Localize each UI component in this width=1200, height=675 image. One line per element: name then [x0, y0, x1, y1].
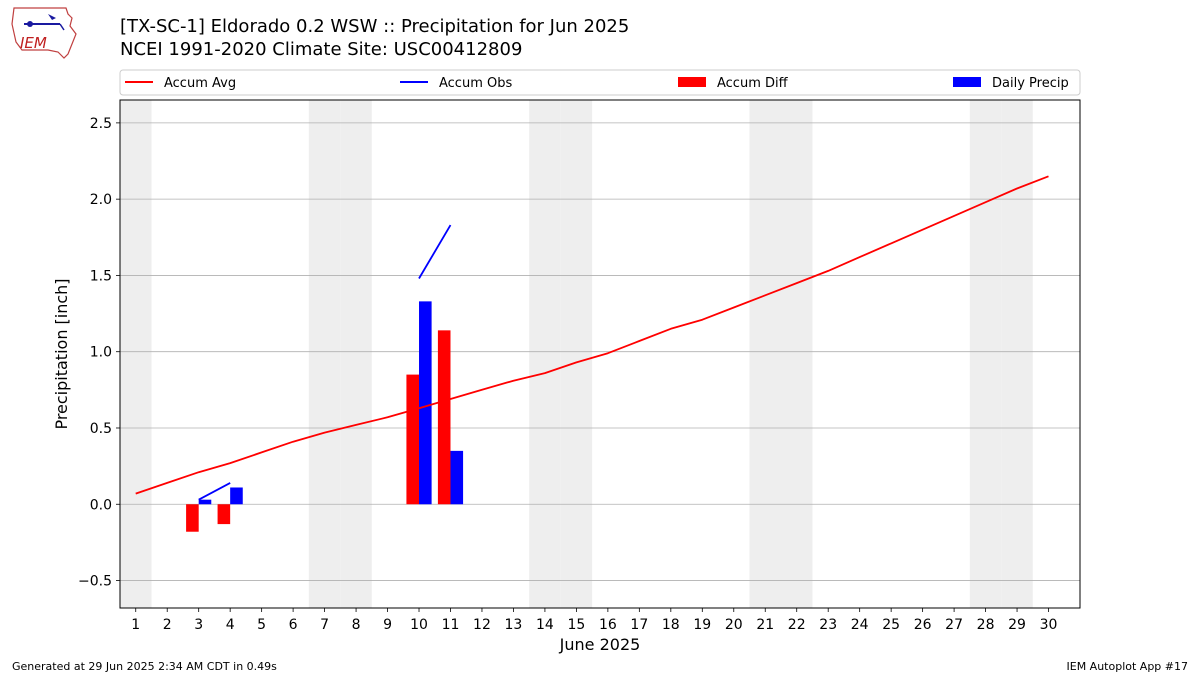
- plot-frame: [119, 99, 1081, 609]
- iem-logo: IEM: [11, 7, 77, 59]
- weekend-shade-15: [560, 100, 593, 608]
- xtick-label: 3: [194, 617, 203, 633]
- app-footer: IEM Autoplot App #17: [1066, 660, 1189, 673]
- accum-obs-line: [198, 224, 452, 501]
- xtick-label: 26: [914, 617, 932, 633]
- generated-footer: Generated at 29 Jun 2025 2:34 AM CDT in …: [12, 660, 277, 673]
- y-axis-label: Precipitation [inch]: [52, 278, 71, 429]
- legend-swatch-bar: [678, 77, 706, 87]
- xtick-label: 12: [473, 617, 491, 633]
- xtick-label: 22: [788, 617, 806, 633]
- accum-diff-bar: [217, 504, 231, 525]
- xtick-label: 11: [442, 617, 460, 633]
- xtick-label: 14: [536, 617, 554, 633]
- ytick-label: 0.0: [90, 497, 112, 513]
- accum-diff-bar: [406, 374, 420, 505]
- ytick-label: 1.5: [90, 268, 112, 284]
- legend-label: Accum Obs: [439, 76, 512, 91]
- accum-diff-bar: [437, 330, 451, 505]
- daily-precip-bar: [198, 499, 212, 505]
- legend-label: Accum Avg: [164, 76, 236, 91]
- xtick-label: 28: [977, 617, 995, 633]
- legend-box: [119, 69, 1081, 96]
- daily-precip-bar: [450, 450, 464, 505]
- xtick-label: 23: [819, 617, 837, 633]
- xtick-label: 24: [851, 617, 869, 633]
- weekend-shade-8: [340, 100, 372, 608]
- xtick-label: 8: [352, 617, 361, 633]
- accum-avg-line: [135, 175, 1049, 495]
- xtick-label: 1: [131, 617, 140, 633]
- xtick-label: 30: [1040, 617, 1058, 633]
- chart-subtitle: NCEI 1991-2020 Climate Site: USC00412809: [120, 39, 523, 60]
- accum-diff-bar: [186, 504, 199, 532]
- xtick-label: 5: [257, 617, 266, 633]
- weekend-shade-28: [969, 100, 1002, 608]
- xtick-label: 2: [163, 617, 172, 633]
- weekend-shade-14: [529, 100, 561, 608]
- ytick-label: −0.5: [78, 574, 112, 590]
- legend-label: Accum Diff: [717, 76, 789, 91]
- chart-title: [TX-SC-1] Eldorado 0.2 WSW :: Precipitat…: [120, 16, 630, 37]
- x-axis-label: June 2025: [559, 635, 641, 654]
- weekend-shade-1: [120, 100, 152, 608]
- legend-swatch-bar: [953, 77, 981, 87]
- xtick-label: 19: [693, 617, 711, 633]
- daily-precip-bar: [419, 301, 432, 505]
- xtick-label: 4: [226, 617, 235, 633]
- xtick-label: 29: [1008, 617, 1026, 633]
- xtick-label: 20: [725, 617, 743, 633]
- legend-label: Daily Precip: [992, 76, 1069, 91]
- xtick-label: 17: [630, 617, 648, 633]
- xtick-label: 6: [289, 617, 298, 633]
- logo-text: IEM: [20, 34, 47, 52]
- xtick-label: 9: [383, 617, 392, 633]
- ytick-label: 0.5: [90, 421, 112, 437]
- weekend-shade-21: [749, 100, 781, 608]
- daily-precip-bar: [230, 487, 243, 505]
- xtick-label: 10: [410, 617, 428, 633]
- xtick-label: 25: [882, 617, 900, 633]
- xtick-label: 13: [505, 617, 523, 633]
- ytick-label: 1.0: [90, 345, 112, 361]
- xtick-label: 27: [945, 617, 963, 633]
- weekend-shade-29: [1001, 100, 1033, 608]
- xtick-label: 15: [567, 617, 585, 633]
- xtick-label: 16: [599, 617, 617, 633]
- xtick-label: 18: [662, 617, 680, 633]
- weekend-shade-7: [308, 100, 341, 608]
- xtick-label: 7: [320, 617, 329, 633]
- ytick-label: 2.0: [90, 192, 112, 208]
- xtick-label: 21: [756, 617, 774, 633]
- weekend-shade-22: [780, 100, 813, 608]
- ytick-label: 2.5: [90, 116, 112, 132]
